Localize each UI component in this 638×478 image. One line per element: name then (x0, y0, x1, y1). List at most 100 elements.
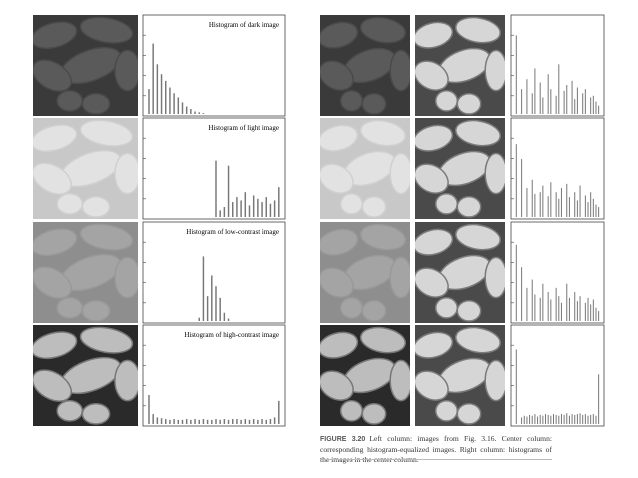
histogram-bar (537, 416, 539, 424)
bean (415, 267, 449, 298)
histogram-bar (576, 87, 578, 114)
bean (33, 162, 72, 195)
histogram-bar (232, 419, 234, 424)
histogram-bar (165, 419, 167, 424)
histogram-bar (215, 160, 217, 217)
bean (320, 124, 359, 152)
bean (359, 16, 407, 44)
bean (389, 152, 410, 195)
histogram-bar (547, 74, 549, 114)
bean (359, 326, 407, 354)
bean (79, 119, 134, 147)
histogram-bar (173, 93, 175, 114)
histogram-bar (531, 93, 533, 114)
bean (320, 228, 359, 256)
histogram-bar (515, 244, 517, 321)
histogram-bar (211, 275, 213, 321)
histogram-bar (595, 307, 597, 321)
histogram-frame (142, 14, 286, 117)
histogram-bar (177, 97, 180, 114)
bean (454, 326, 502, 354)
histogram-bar (555, 192, 557, 217)
bean (339, 297, 364, 319)
bean (79, 326, 134, 354)
bean (339, 400, 364, 422)
histogram-bar (568, 415, 570, 424)
histogram-bar (576, 301, 578, 321)
histogram-bar (568, 197, 570, 217)
histogram-bar (595, 415, 597, 424)
photo (415, 118, 505, 219)
histogram-bar (160, 74, 163, 114)
histogram-frame (510, 221, 605, 324)
bean (320, 370, 354, 401)
bean (81, 196, 111, 218)
histogram-bar (558, 64, 560, 114)
histogram-bar (592, 95, 594, 114)
histogram-bar (552, 414, 554, 424)
histogram-bar (574, 192, 576, 217)
histogram-bar (566, 413, 568, 424)
histogram-bar (206, 296, 209, 321)
histogram-bar (550, 415, 552, 424)
histogram-bar (169, 419, 171, 424)
caption-rule (320, 459, 552, 460)
bean (33, 331, 78, 360)
histogram-bar (568, 297, 570, 321)
histogram-bar (598, 105, 600, 114)
histogram-bar (539, 82, 541, 114)
photo (320, 118, 410, 219)
histogram-bar (566, 85, 568, 114)
histogram-bar (202, 256, 205, 321)
histogram-bar (526, 79, 528, 114)
histogram-bar (219, 210, 221, 217)
photo (415, 222, 505, 323)
histogram-bar (240, 419, 242, 424)
histogram-bar (223, 419, 226, 424)
bean (320, 163, 354, 194)
bean (56, 400, 84, 422)
histogram-bar (202, 113, 205, 114)
histogram-bar (542, 283, 544, 321)
histogram-bar (173, 419, 175, 424)
histogram-bar (206, 419, 209, 424)
histogram-bar (523, 415, 525, 424)
histogram-bar (534, 414, 536, 424)
histogram-bar (156, 64, 159, 114)
histogram-bar (590, 192, 592, 217)
histogram-bar (531, 179, 533, 217)
bean (454, 119, 502, 147)
histogram-bar (211, 419, 213, 424)
histogram-bar (563, 90, 565, 114)
histogram-bar (248, 419, 251, 424)
photo (320, 15, 410, 116)
caption-label: FIGURE 3.20 (320, 436, 366, 443)
histogram-bar (236, 419, 238, 424)
histogram-bar (148, 89, 150, 114)
histogram-bar (571, 414, 573, 424)
histogram-bar (555, 414, 557, 424)
histogram-bar (181, 419, 184, 424)
histogram-bar (181, 102, 184, 114)
bean (79, 16, 134, 44)
histogram-bar (584, 89, 586, 114)
histogram-title: Histogram of dark image (209, 21, 279, 29)
photo (33, 325, 138, 426)
histogram-bar (160, 418, 163, 424)
histogram-bar (555, 287, 557, 321)
histogram-bar (576, 414, 578, 424)
histogram-bar (574, 414, 576, 424)
histogram-bar (539, 192, 541, 217)
histogram-bar (598, 311, 600, 321)
histogram-bar (265, 197, 267, 217)
histogram-bar (587, 297, 589, 321)
histogram-bar (202, 419, 205, 424)
histogram-bar (515, 144, 517, 217)
histogram-title: Histogram of light image (208, 124, 279, 132)
histogram-bar (590, 414, 592, 424)
histogram-bar (592, 414, 594, 424)
histogram-bar (539, 297, 541, 321)
histogram-bar (165, 80, 167, 114)
bean (33, 228, 78, 257)
histogram-bar (248, 205, 251, 217)
